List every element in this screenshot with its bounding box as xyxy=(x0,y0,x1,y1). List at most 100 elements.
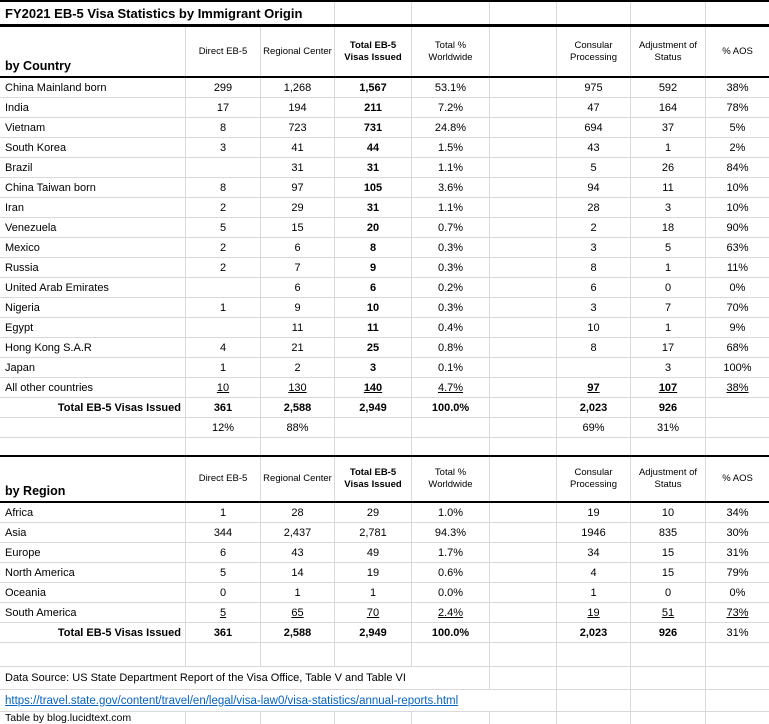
data-cell: 0.3% xyxy=(412,258,490,277)
table-row: United Arab Emirates 6 6 0.2% 6 0 0% xyxy=(0,278,769,298)
data-cell: 731 xyxy=(335,118,412,137)
data-cell: 0.1% xyxy=(412,358,490,377)
data-cell: 6 xyxy=(261,238,335,257)
data-cell xyxy=(490,138,557,157)
table-row: South Korea 3 41 44 1.5% 43 1 2% xyxy=(0,138,769,158)
data-cell: 37 xyxy=(631,118,706,137)
data-cell: 140 xyxy=(335,378,412,397)
row-label xyxy=(0,418,186,437)
data-cell: 361 xyxy=(186,623,261,642)
table-row: Venezuela 5 15 20 0.7% 2 18 90% xyxy=(0,218,769,238)
data-cell: 3 xyxy=(335,358,412,377)
row-label: Russia xyxy=(0,258,186,277)
column-header-pct-aos: % AOS xyxy=(722,473,753,485)
table-row: Europe 6 43 49 1.7% 34 15 31% xyxy=(0,543,769,563)
data-cell: 0.2% xyxy=(412,278,490,297)
credit-text: Table by blog.lucidtext.com xyxy=(0,712,186,724)
data-cell: 17 xyxy=(631,338,706,357)
data-source-row: Data Source: US State Department Report … xyxy=(0,667,769,690)
spacer-row xyxy=(0,438,769,455)
data-cell: 29 xyxy=(335,503,412,522)
data-cell xyxy=(186,318,261,337)
country-table-body: China Mainland born 299 1,268 1,567 53.1% 975… xyxy=(0,78,769,438)
data-cell: 130 xyxy=(261,378,335,397)
data-cell: 592 xyxy=(631,78,706,97)
data-cell: 30% xyxy=(726,526,749,539)
country-table-header: by Country Direct EB-5 Regional Center T… xyxy=(0,27,769,78)
data-cell: 1 xyxy=(186,358,261,377)
empty-cell xyxy=(706,712,769,724)
table-row: Hong Kong S.A.R 4 21 25 0.8% 8 17 68% xyxy=(0,338,769,358)
data-cell: 9 xyxy=(261,298,335,317)
data-cell: 10% xyxy=(726,181,749,194)
row-label: Europe xyxy=(0,543,186,562)
empty-cell xyxy=(557,667,631,689)
data-cell: 88% xyxy=(261,418,335,437)
table-row: Total EB-5 Visas Issued 361 2,588 2,949 100.… xyxy=(0,398,769,418)
data-cell: 2.4% xyxy=(412,603,490,622)
row-header-by-region: by Region xyxy=(0,457,186,501)
column-header-total-visas: Total EB-5 Visas Issued xyxy=(335,27,412,76)
data-source-text: Data Source: US State Department Report … xyxy=(0,667,490,689)
data-cell: 43 xyxy=(261,543,335,562)
data-cell: 1 xyxy=(631,138,706,157)
data-cell: 0.7% xyxy=(412,218,490,237)
data-cell: 3 xyxy=(631,198,706,217)
empty-cell xyxy=(490,643,557,666)
data-cell: 1,567 xyxy=(335,78,412,97)
data-cell: 7 xyxy=(261,258,335,277)
empty-cell xyxy=(706,690,769,711)
row-label: Total EB-5 Visas Issued xyxy=(0,623,186,642)
row-label: Vietnam xyxy=(0,118,186,137)
data-cell: 1 xyxy=(631,258,706,277)
data-cell: 10 xyxy=(557,318,631,337)
data-cell: 15 xyxy=(631,563,706,582)
data-cell: 11 xyxy=(261,318,335,337)
row-label: China Mainland born xyxy=(0,78,186,97)
data-cell xyxy=(557,358,631,377)
data-cell: 2,588 xyxy=(261,398,335,417)
data-cell: 31 xyxy=(335,158,412,177)
table-row: India 17 194 211 7.2% 47 164 78% xyxy=(0,98,769,118)
table-row: South America 5 65 70 2.4% 19 51 73% xyxy=(0,603,769,623)
data-cell: 97 xyxy=(261,178,335,197)
data-cell xyxy=(490,158,557,177)
data-cell: 78% xyxy=(726,101,749,114)
column-header-direct-eb5: Direct EB-5 xyxy=(186,457,261,501)
empty-cell xyxy=(557,712,631,724)
empty-cell xyxy=(631,2,706,24)
data-cell xyxy=(490,298,557,317)
data-cell: 20 xyxy=(335,218,412,237)
empty-cell xyxy=(261,438,335,455)
data-cell: 0 xyxy=(631,583,706,602)
source-link[interactable]: https://travel.state.gov/content/travel/… xyxy=(5,694,459,707)
data-cell: 5 xyxy=(186,218,261,237)
data-cell: 975 xyxy=(557,78,631,97)
data-cell xyxy=(490,503,557,522)
empty-cell xyxy=(261,643,335,666)
data-cell: 49 xyxy=(335,543,412,562)
row-label: North America xyxy=(0,563,186,582)
data-cell: 1 xyxy=(335,583,412,602)
data-cell: 6 xyxy=(261,278,335,297)
data-cell: 51 xyxy=(631,603,706,622)
row-label: Africa xyxy=(0,503,186,522)
data-cell: 7 xyxy=(631,298,706,317)
empty-cell xyxy=(335,643,412,666)
empty-cell xyxy=(186,643,261,666)
data-cell: 2 xyxy=(186,238,261,257)
column-header-direct-eb5: Direct EB-5 xyxy=(186,27,261,76)
empty-cell xyxy=(335,2,412,24)
data-cell xyxy=(490,218,557,237)
data-cell: 105 xyxy=(335,178,412,197)
row-label: Egypt xyxy=(0,318,186,337)
data-cell: 211 xyxy=(335,98,412,117)
data-cell: 5 xyxy=(186,603,261,622)
table-row: Nigeria 1 9 10 0.3% 3 7 70% xyxy=(0,298,769,318)
data-cell: 361 xyxy=(186,398,261,417)
data-cell: 10 xyxy=(631,503,706,522)
data-cell: 69% xyxy=(557,418,631,437)
data-cell: 18 xyxy=(631,218,706,237)
data-cell xyxy=(335,418,412,437)
